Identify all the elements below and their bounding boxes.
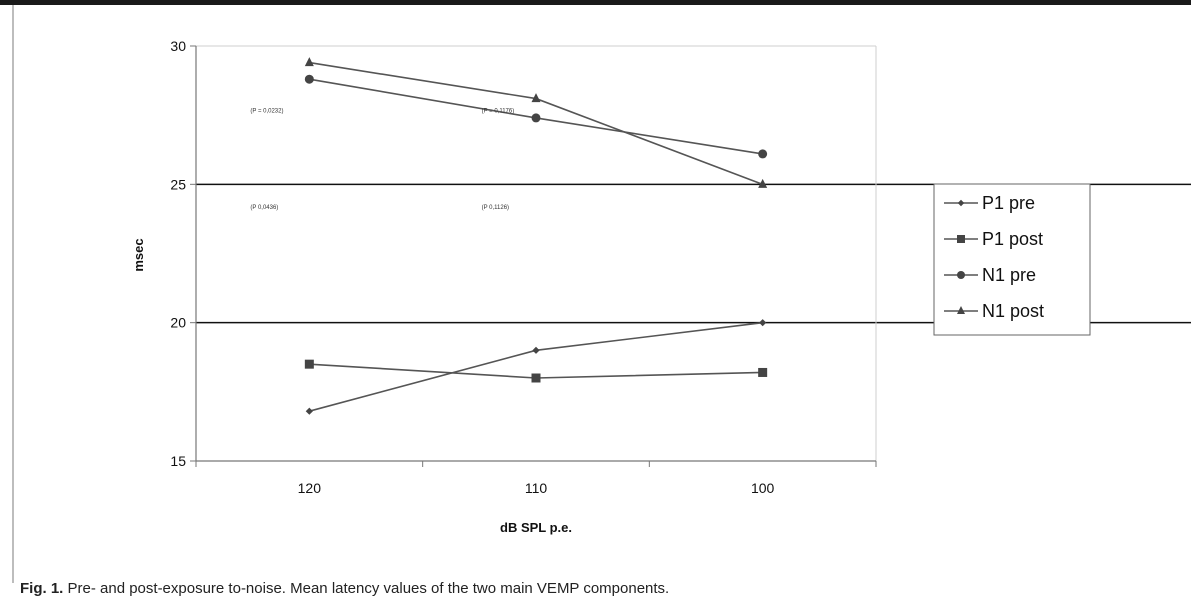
series-layer (304, 57, 768, 415)
chart: 15 20 25 30 120 110 100 (P = 0,0232) (P = 0,117… (131, 38, 1191, 535)
legend-marker-p1-pre (957, 199, 965, 207)
caption-text: Pre- and post-exposure to-noise. Mean la… (63, 580, 670, 597)
legend-label-p1-post: P1 post (982, 229, 1043, 249)
point-n1-pre-110 (531, 113, 541, 123)
legend-label-n1-pre: N1 pre (982, 265, 1036, 285)
caption-label: Fig. 1. (20, 580, 64, 597)
y-tick-label-25: 25 (170, 176, 186, 192)
y-axis-title: msec (131, 238, 146, 271)
legend-label-n1-post: N1 post (982, 301, 1044, 321)
axis-layer: 15 20 25 30 120 110 100 (170, 38, 877, 496)
point-n1-post-120 (304, 57, 314, 67)
point-n1-pre-120 (304, 74, 314, 84)
point-p1-pre-120 (305, 407, 313, 415)
top-rule (0, 0, 1191, 5)
x-axis-title: dB SPL p.e. (500, 520, 572, 535)
point-n1-pre-100 (758, 149, 768, 159)
y-tick-label-20: 20 (170, 315, 186, 331)
annotation-0: (P = 0,0232) (250, 108, 283, 114)
annotation-layer: (P = 0,0232) (P = 0,1176) (P 0,0436) (P 0,1… (250, 108, 514, 211)
y-tick-label-15: 15 (170, 453, 186, 469)
point-p1-pre-110 (532, 346, 540, 354)
y-tick-label-30: 30 (170, 38, 186, 54)
x-tick-label-120: 120 (298, 480, 322, 496)
series-line-n1-post (309, 61, 763, 186)
legend-label-p1-pre: P1 pre (982, 193, 1035, 213)
x-tick-label-110: 110 (525, 480, 548, 496)
legend-marker-p1-post (957, 235, 965, 243)
point-n1-post-110 (531, 93, 541, 103)
point-p1-post-120 (304, 359, 314, 369)
annotation-2: (P 0,0436) (250, 205, 278, 211)
x-tick-label-100: 100 (751, 480, 775, 496)
legend-marker-n1-pre (957, 271, 965, 279)
legend: P1 pre P1 post N1 pre N1 post (933, 183, 1091, 336)
annotation-1: (P = 0,1176) (482, 108, 515, 114)
point-n1-post-100 (758, 178, 768, 188)
point-p1-pre-100 (759, 319, 767, 327)
series-line-p1-pre (309, 321, 763, 412)
figure-caption: Fig. 1. Pre- and post-exposure to-noise.… (20, 580, 669, 597)
point-p1-post-110 (531, 373, 541, 383)
legend-marker-n1-post (957, 306, 965, 314)
annotation-3: (P 0,1126) (482, 205, 509, 211)
left-rule (12, 5, 14, 583)
point-p1-post-100 (758, 367, 768, 377)
